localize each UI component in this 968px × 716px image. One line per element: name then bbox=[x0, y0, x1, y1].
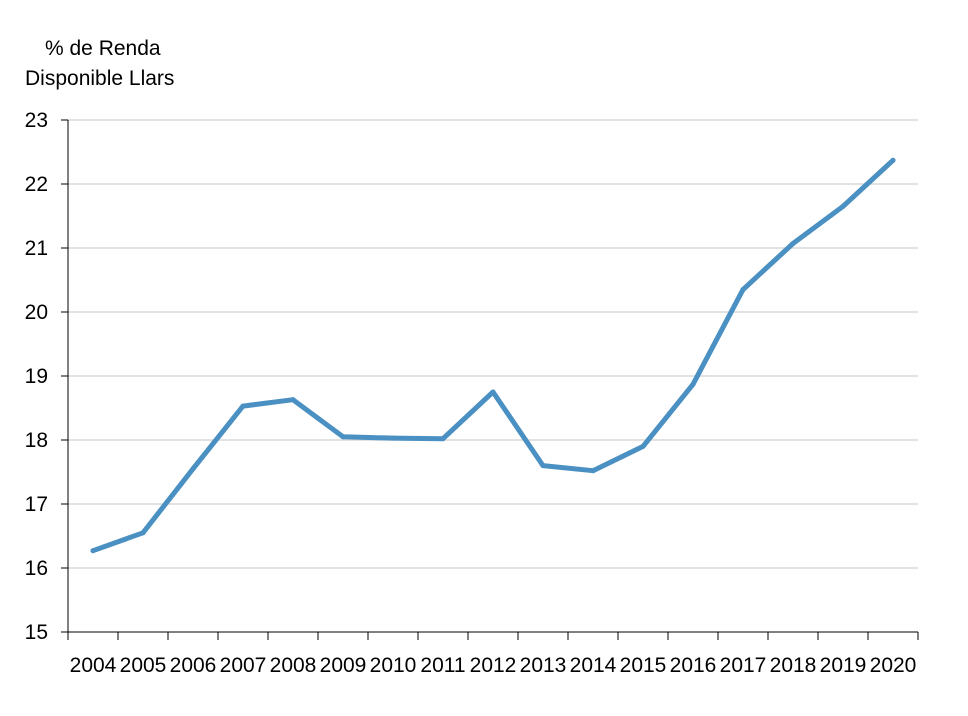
data-point bbox=[540, 463, 546, 469]
x-tick-label: 2019 bbox=[820, 654, 867, 677]
x-tick-label: 2008 bbox=[270, 654, 317, 677]
x-tick-label: 2020 bbox=[870, 654, 917, 677]
y-tick-label: 16 bbox=[25, 557, 48, 580]
data-point bbox=[590, 468, 596, 474]
data-point bbox=[840, 203, 846, 209]
x-tick-label: 2006 bbox=[170, 654, 217, 677]
y-axis-label-line-1: % de Renda bbox=[45, 37, 161, 60]
data-point bbox=[790, 241, 796, 247]
x-tick-label: 2017 bbox=[720, 654, 767, 677]
x-tick-label: 2007 bbox=[220, 654, 267, 677]
y-tick-label: 15 bbox=[25, 621, 48, 644]
data-point bbox=[690, 381, 696, 387]
x-tick-label: 2011 bbox=[420, 654, 465, 677]
data-point bbox=[490, 389, 496, 395]
data-point bbox=[240, 403, 246, 409]
data-point bbox=[640, 443, 646, 449]
x-tick-label: 2010 bbox=[370, 654, 417, 677]
y-tick-label: 21 bbox=[25, 237, 48, 260]
x-tick-label: 2004 bbox=[70, 654, 117, 677]
x-tick-label: 2005 bbox=[120, 654, 167, 677]
x-tick-label: 2012 bbox=[470, 654, 517, 677]
data-point bbox=[390, 435, 396, 441]
series-line-0 bbox=[90, 157, 896, 554]
y-tick-label: 23 bbox=[25, 109, 48, 132]
y-tick-label: 17 bbox=[25, 493, 48, 516]
y-tick-label: 22 bbox=[25, 173, 48, 196]
y-tick-label: 20 bbox=[25, 301, 48, 324]
data-point bbox=[440, 436, 446, 442]
data-point bbox=[190, 466, 196, 472]
data-point bbox=[740, 287, 746, 293]
x-tick-label: 2009 bbox=[320, 654, 367, 677]
y-tick-label: 18 bbox=[25, 429, 48, 452]
x-tick-label: 2013 bbox=[520, 654, 567, 677]
data-point bbox=[290, 397, 296, 403]
y-tick-label: 19 bbox=[25, 365, 48, 388]
y-axis-label-line-2: Disponible Llars bbox=[25, 67, 175, 90]
x-tick-label: 2015 bbox=[620, 654, 667, 677]
data-point bbox=[140, 530, 146, 536]
data-point bbox=[890, 157, 896, 163]
data-point bbox=[90, 548, 96, 554]
data-point bbox=[340, 434, 346, 440]
x-tick-label: 2018 bbox=[770, 654, 817, 677]
x-tick-label: 2016 bbox=[670, 654, 717, 677]
x-tick-label: 2014 bbox=[570, 654, 617, 677]
